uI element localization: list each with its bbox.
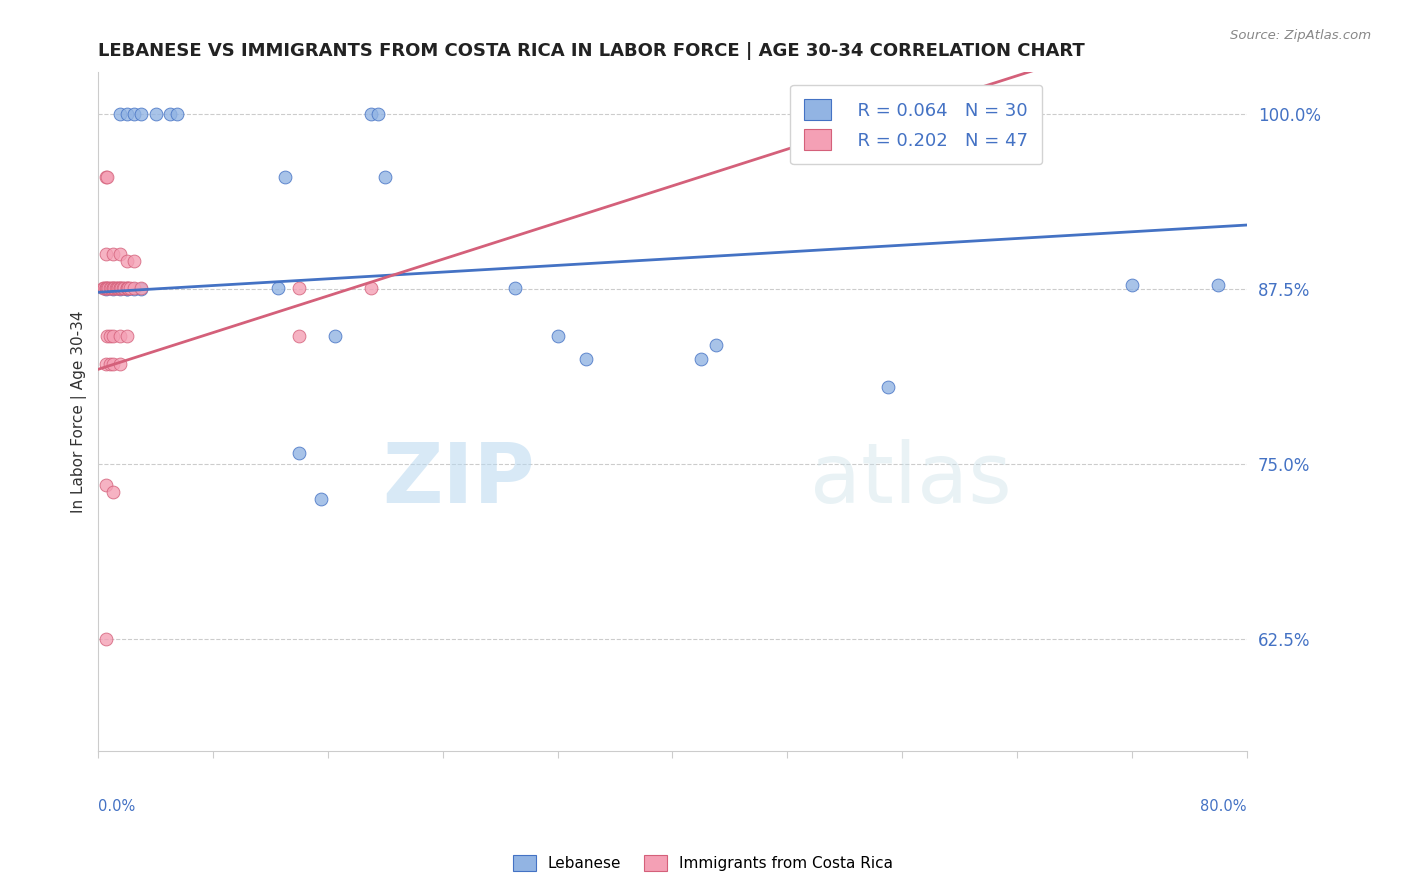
Point [117, 281, 139, 295]
Point [101, 282, 124, 296]
Point [360, 107, 382, 121]
Point [360, 281, 382, 295]
Point [94, 247, 117, 261]
Point [274, 170, 297, 185]
Point [288, 446, 311, 460]
Point [367, 107, 389, 121]
Point [122, 282, 145, 296]
Point [122, 107, 145, 121]
Point [115, 282, 138, 296]
Point [103, 281, 125, 295]
Text: 80.0%: 80.0% [1201, 799, 1247, 814]
Point [108, 281, 131, 295]
Point [98, 357, 121, 371]
Point [1206, 278, 1229, 293]
Point [108, 357, 131, 371]
Point [503, 281, 526, 295]
Point [111, 281, 134, 295]
Point [101, 247, 124, 261]
Point [94, 632, 117, 647]
Legend:   R = 0.064   N = 30,   R = 0.202   N = 47: R = 0.064 N = 30, R = 0.202 N = 47 [790, 85, 1042, 164]
Point [309, 492, 332, 507]
Point [94, 357, 117, 371]
Point [267, 281, 290, 295]
Point [108, 282, 131, 296]
Point [101, 357, 124, 371]
Point [94, 478, 117, 492]
Point [101, 281, 124, 295]
Text: 0.0%: 0.0% [98, 799, 135, 814]
Point [131, 281, 153, 295]
Point [876, 380, 898, 394]
Point [101, 281, 124, 295]
Point [91, 281, 114, 295]
Point [159, 107, 181, 121]
Point [118, 281, 141, 295]
Point [104, 281, 127, 295]
Point [107, 281, 129, 295]
Point [110, 281, 132, 295]
Point [690, 352, 713, 367]
Point [374, 170, 396, 185]
Point [94, 281, 117, 295]
Legend: Lebanese, Immigrants from Costa Rica: Lebanese, Immigrants from Costa Rica [506, 849, 900, 877]
Point [547, 328, 569, 343]
Point [98, 281, 121, 295]
Point [131, 107, 153, 121]
Point [288, 328, 311, 343]
Point [101, 328, 124, 343]
Point [1121, 278, 1143, 293]
Point [94, 170, 117, 185]
Point [93, 281, 115, 295]
Point [704, 338, 727, 352]
Point [96, 281, 118, 295]
Point [122, 281, 145, 295]
Point [108, 328, 131, 343]
Point [105, 281, 128, 295]
Y-axis label: In Labor Force | Age 30-34: In Labor Force | Age 30-34 [72, 310, 87, 513]
Point [108, 281, 131, 295]
Point [96, 328, 118, 343]
Point [108, 107, 131, 121]
Text: atlas: atlas [810, 440, 1012, 520]
Point [97, 281, 120, 295]
Text: ZIP: ZIP [382, 440, 534, 520]
Point [115, 328, 138, 343]
Point [101, 485, 124, 500]
Point [108, 247, 131, 261]
Text: LEBANESE VS IMMIGRANTS FROM COSTA RICA IN LABOR FORCE | AGE 30-34 CORRELATION CH: LEBANESE VS IMMIGRANTS FROM COSTA RICA I… [98, 42, 1085, 60]
Point [94, 282, 117, 296]
Point [98, 328, 121, 343]
Point [288, 281, 311, 295]
Point [131, 282, 153, 296]
Point [100, 281, 122, 295]
Text: Source: ZipAtlas.com: Source: ZipAtlas.com [1230, 29, 1371, 42]
Point [115, 281, 138, 295]
Point [575, 352, 598, 367]
Point [94, 281, 117, 295]
Point [112, 281, 135, 295]
Point [115, 281, 138, 295]
Point [166, 107, 188, 121]
Point [115, 254, 138, 268]
Point [145, 107, 167, 121]
Point [115, 107, 138, 121]
Point [122, 254, 145, 268]
Point [115, 282, 138, 296]
Point [96, 170, 118, 185]
Point [323, 328, 346, 343]
